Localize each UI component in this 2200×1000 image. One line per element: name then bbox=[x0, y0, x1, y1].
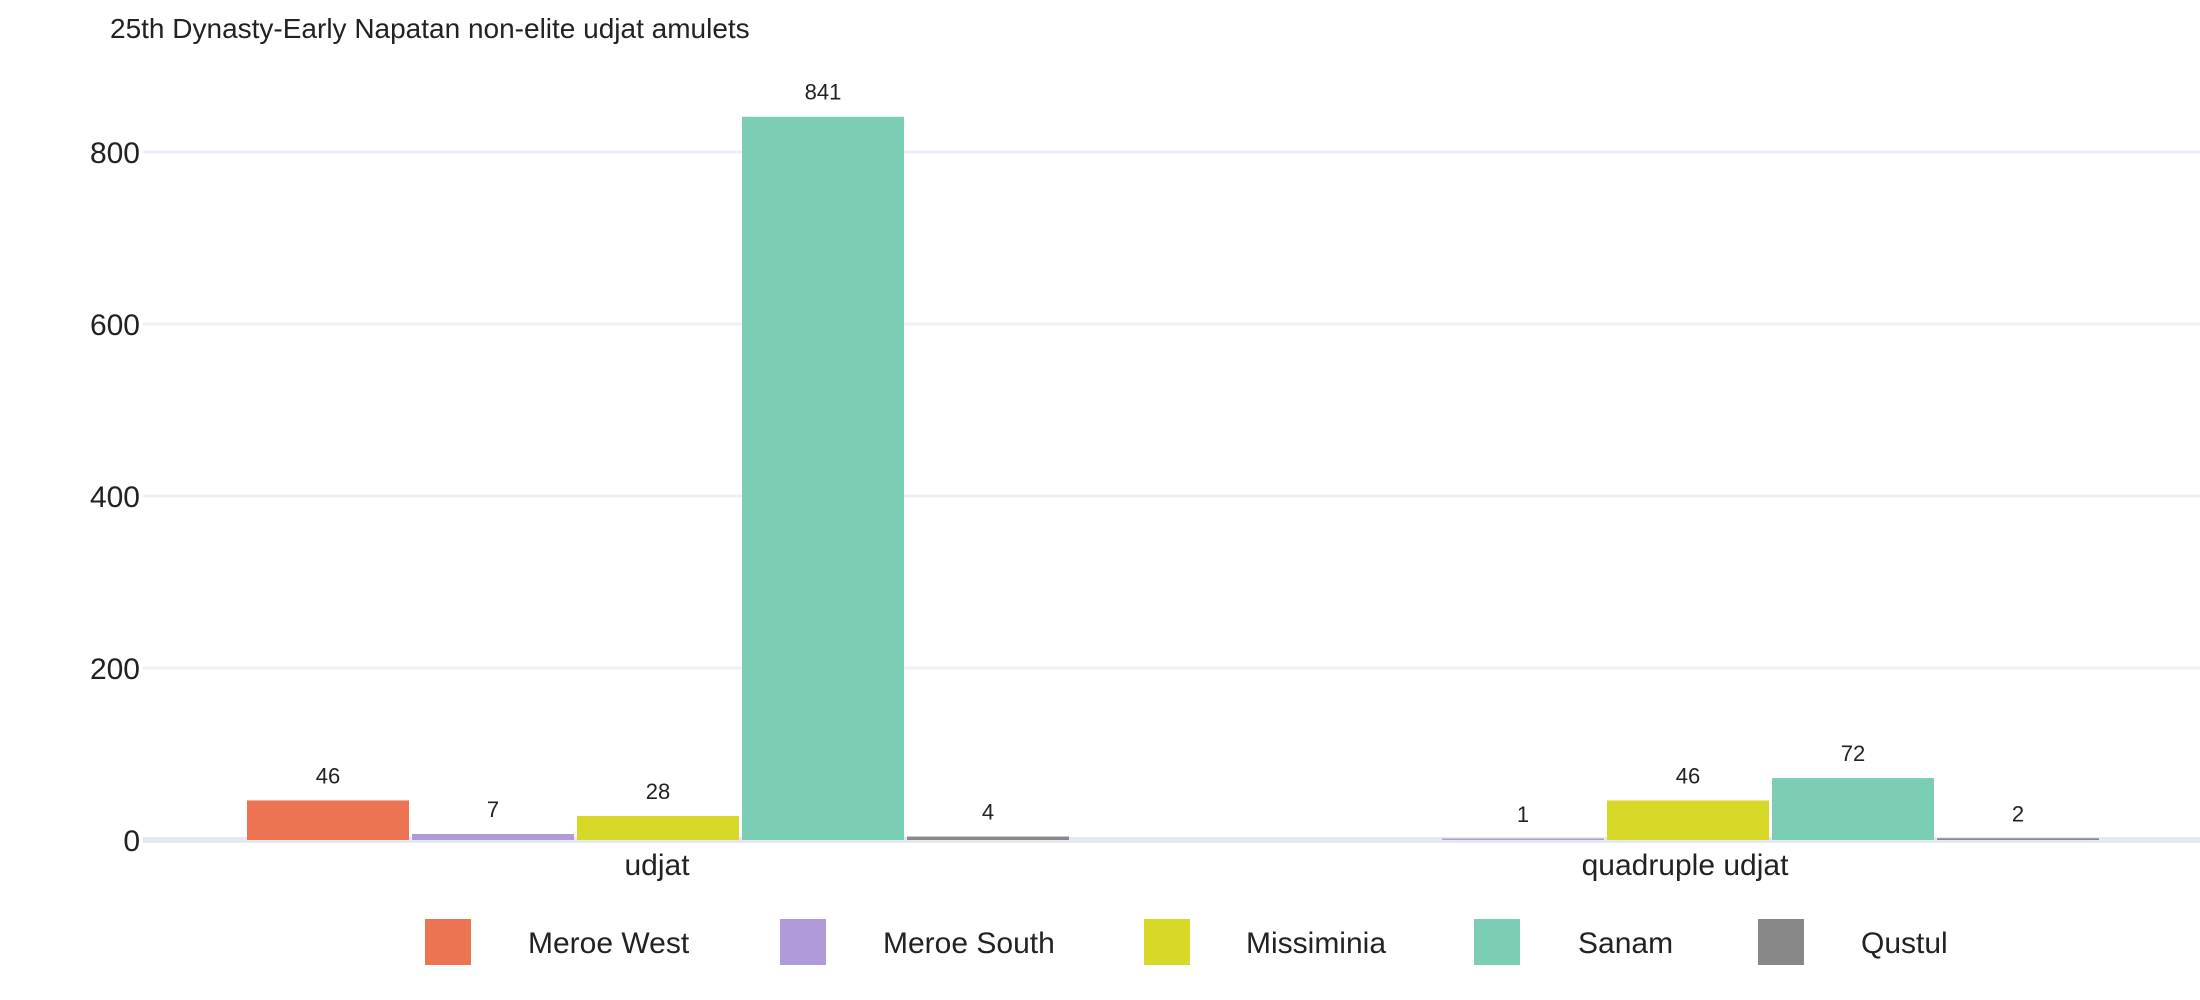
data-label: 4 bbox=[982, 800, 994, 825]
data-label: 28 bbox=[646, 779, 670, 804]
y-tick-label: 0 bbox=[123, 825, 140, 858]
x-tick-label: quadruple udjat bbox=[1582, 849, 1790, 882]
bar-meroe-west-udjat[interactable] bbox=[247, 800, 409, 840]
legend-label[interactable]: Meroe South bbox=[883, 927, 1055, 960]
data-labels: 46 7 28 841 4 1 46 72 2 bbox=[316, 80, 2024, 827]
bar-sanam-quadruple-udjat[interactable] bbox=[1772, 778, 1934, 840]
legend-swatch-qustul[interactable] bbox=[1758, 919, 1804, 965]
y-tick-label: 800 bbox=[90, 137, 140, 170]
legend[interactable]: Meroe West Meroe South Missiminia Sanam Qust… bbox=[425, 919, 1948, 965]
y-tick-label: 200 bbox=[90, 653, 140, 686]
bar-qustul-udjat[interactable] bbox=[907, 836, 1069, 840]
y-axis: 0 200 400 600 800 bbox=[90, 137, 140, 858]
data-label: 2 bbox=[2012, 801, 2024, 826]
y-tick-label: 400 bbox=[90, 481, 140, 514]
data-label: 7 bbox=[487, 797, 499, 822]
bar-missiminia-quadruple-udjat[interactable] bbox=[1607, 800, 1769, 840]
legend-swatch-meroe-west[interactable] bbox=[425, 919, 471, 965]
legend-label[interactable]: Qustul bbox=[1861, 927, 1948, 960]
bar-sanam-udjat[interactable] bbox=[742, 116, 904, 841]
bars bbox=[247, 116, 2099, 841]
x-tick-label: udjat bbox=[624, 849, 690, 882]
legend-swatch-sanam[interactable] bbox=[1474, 919, 1520, 965]
legend-label[interactable]: Sanam bbox=[1578, 927, 1673, 960]
legend-swatch-missiminia[interactable] bbox=[1144, 919, 1190, 965]
chart-title: 25th Dynasty-Early Napatan non-elite udj… bbox=[110, 13, 750, 44]
data-label: 841 bbox=[805, 80, 842, 105]
legend-label[interactable]: Missiminia bbox=[1246, 927, 1386, 960]
bar-missiminia-udjat[interactable] bbox=[577, 815, 739, 840]
bar-meroe-south-quadruple-udjat[interactable] bbox=[1442, 838, 1604, 841]
x-axis: udjat quadruple udjat bbox=[624, 849, 1789, 882]
legend-swatch-meroe-south[interactable] bbox=[780, 919, 826, 965]
data-label: 72 bbox=[1841, 741, 1865, 766]
bar-meroe-south-udjat[interactable] bbox=[412, 833, 574, 840]
grid bbox=[143, 150, 2200, 843]
y-tick-label: 600 bbox=[90, 309, 140, 342]
data-label: 46 bbox=[1676, 763, 1700, 788]
data-label: 46 bbox=[316, 763, 340, 788]
bar-qustul-quadruple-udjat[interactable] bbox=[1937, 838, 2099, 840]
legend-label[interactable]: Meroe West bbox=[528, 927, 690, 960]
data-label: 1 bbox=[1517, 802, 1529, 827]
